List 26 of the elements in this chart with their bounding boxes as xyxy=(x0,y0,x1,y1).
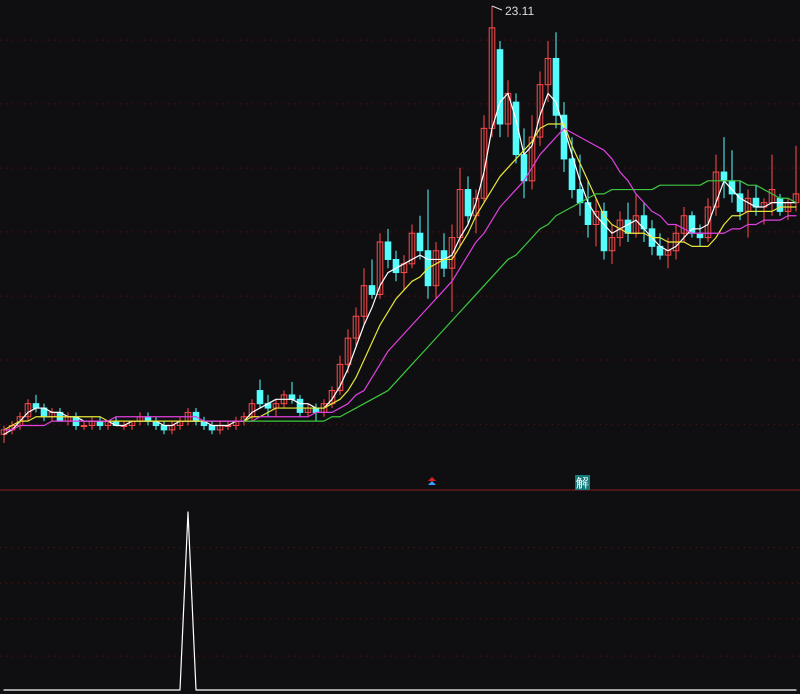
candlestick xyxy=(784,198,792,221)
candlestick xyxy=(504,80,512,138)
candlestick xyxy=(240,412,248,426)
candlestick xyxy=(720,136,728,199)
candlestick xyxy=(48,408,56,422)
candlestick xyxy=(368,258,376,300)
candlestick xyxy=(0,425,8,444)
candlestick xyxy=(792,145,800,212)
candlestick xyxy=(528,114,536,190)
candlestick xyxy=(632,193,640,238)
text: 解 xyxy=(576,475,589,490)
candlestick xyxy=(184,408,192,426)
annotation: 23.11 xyxy=(505,4,534,18)
candlestick xyxy=(32,394,40,413)
candlestick xyxy=(432,241,440,300)
candlestick xyxy=(744,189,752,238)
candlestick xyxy=(248,398,256,422)
candlestick xyxy=(376,232,384,300)
candlestick xyxy=(440,232,448,278)
candlestick xyxy=(136,412,144,426)
candlestick xyxy=(592,198,600,247)
candlestick xyxy=(24,398,32,422)
candlestick xyxy=(64,412,72,426)
candlestick xyxy=(752,184,760,216)
candlestick xyxy=(304,403,312,418)
candlestick xyxy=(688,210,696,238)
